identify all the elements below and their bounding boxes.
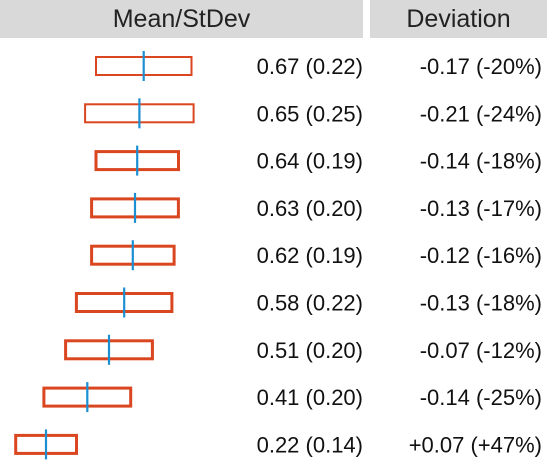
deviation-label: -0.12 (-16%) xyxy=(420,243,542,268)
deviation-label: -0.13 (-18%) xyxy=(420,291,542,316)
mean-stdev-label: 0.67 (0.22) xyxy=(257,54,363,79)
mean-stdev-label: 0.65 (0.25) xyxy=(257,101,363,126)
deviation-label: -0.21 (-24%) xyxy=(420,101,542,126)
deviation-label: +0.07 (+47%) xyxy=(409,432,542,457)
deviation-label: -0.14 (-18%) xyxy=(420,149,542,174)
mean-stdev-header: Mean/StDev xyxy=(0,0,363,38)
chart-row: 0.58 (0.22) -0.13 (-18%) xyxy=(74,287,542,318)
deviation-label: -0.17 (-20%) xyxy=(420,54,542,79)
chart-row: 0.65 (0.25) -0.21 (-24%) xyxy=(84,98,542,129)
deviation-label: -0.14 (-25%) xyxy=(420,385,542,410)
deviation-header: Deviation xyxy=(370,0,547,38)
mean-stdev-label: 0.64 (0.19) xyxy=(257,149,363,174)
chart-row: 0.67 (0.22) -0.17 (-20%) xyxy=(95,51,542,81)
mean-stdev-label: 0.62 (0.19) xyxy=(257,243,363,268)
chart-row: 0.51 (0.20) -0.07 (-12%) xyxy=(64,334,542,365)
mean-stdev-label: 0.51 (0.20) xyxy=(257,338,363,363)
deviation-label: -0.13 (-17%) xyxy=(420,196,542,221)
chart-row: 0.62 (0.19) -0.12 (-16%) xyxy=(90,240,542,271)
mean-stdev-label: 0.41 (0.20) xyxy=(257,385,363,410)
mean-stdev-label: 0.58 (0.22) xyxy=(257,291,363,316)
chart-row: 0.41 (0.20) -0.14 (-25%) xyxy=(42,382,542,413)
mean-stdev-label: 0.22 (0.14) xyxy=(257,432,363,457)
chart-row: 0.22 (0.14) +0.07 (+47%) xyxy=(14,429,542,460)
chart-row: 0.63 (0.20) -0.13 (-17%) xyxy=(90,192,542,223)
chart-row: 0.64 (0.19) -0.14 (-18%) xyxy=(94,145,542,176)
mean-stdev-label: 0.63 (0.20) xyxy=(257,196,363,221)
deviation-label: -0.07 (-12%) xyxy=(420,338,542,363)
